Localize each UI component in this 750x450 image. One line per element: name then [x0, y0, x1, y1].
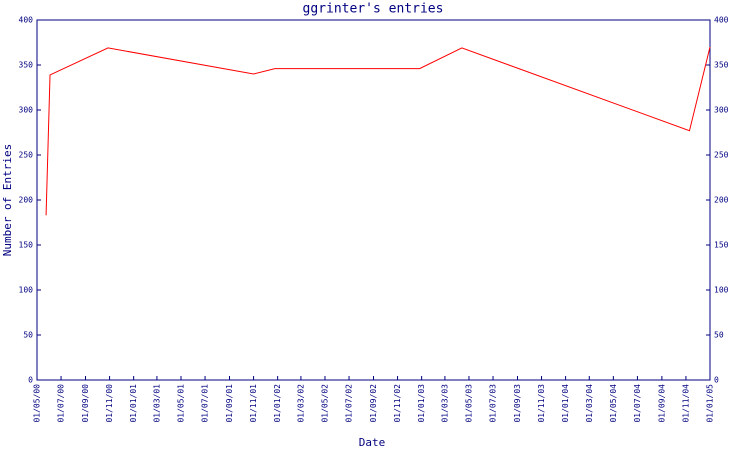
- x-tick-label: 01/05/04: [609, 384, 618, 423]
- y2-tick-label: 400: [714, 16, 729, 25]
- x-tick-label: 01/03/01: [152, 384, 161, 423]
- x-tick-label: 01/05/03: [464, 384, 473, 423]
- x-tick-label: 01/11/00: [105, 384, 114, 423]
- y2-tick-label: 250: [714, 151, 729, 160]
- x-tick-label: 01/03/04: [585, 384, 594, 423]
- y2-tick-label: 0: [714, 376, 719, 385]
- plot-frame: [36, 19, 711, 381]
- x-axis-label: Date: [359, 436, 386, 449]
- y-tick-label: 350: [19, 61, 34, 70]
- x-tick-label: 01/01/01: [129, 384, 138, 423]
- x-tick-label: 01/09/04: [657, 384, 666, 423]
- y-axis-label: Number of Entries: [1, 144, 14, 257]
- x-tick-label: 01/07/00: [57, 384, 66, 423]
- x-tick-label: 01/01/03: [417, 384, 426, 423]
- y-tick-label: 400: [19, 16, 34, 25]
- y2-tick-label: 350: [714, 61, 729, 70]
- x-tick-label: 01/01/05: [706, 384, 715, 423]
- x-tick-label: 01/05/01: [176, 384, 185, 423]
- x-tick-label: 01/11/03: [537, 384, 546, 423]
- x-tick-label: 01/09/02: [369, 384, 378, 423]
- y-tick-label: 250: [19, 151, 34, 160]
- y2-tick-label: 50: [714, 331, 724, 340]
- x-tick-label: 01/05/00: [33, 384, 42, 423]
- y-tick-label: 100: [19, 286, 34, 295]
- x-tick-label: 01/03/02: [296, 384, 305, 423]
- x-tick-label: 01/09/03: [513, 384, 522, 423]
- y2-tick-label: 100: [714, 286, 729, 295]
- y-tick-label: 150: [19, 241, 34, 250]
- x-tick-label: 01/01/02: [273, 384, 282, 423]
- y-tick-label: 0: [28, 376, 33, 385]
- line-series: [45, 46, 711, 216]
- x-tick-label: 01/07/03: [489, 384, 498, 423]
- x-tick-label: 01/07/04: [633, 384, 642, 423]
- x-tick-label: 01/05/02: [320, 384, 329, 423]
- y2-tick-label: 300: [714, 106, 729, 115]
- x-tick-label: 01/01/04: [561, 384, 570, 423]
- y-tick-label: 200: [19, 196, 34, 205]
- x-tick-label: 01/03/03: [440, 384, 449, 423]
- x-tick-label: 01/11/02: [393, 384, 402, 423]
- x-tick-label: 01/07/01: [201, 384, 210, 423]
- y2-tick-label: 150: [714, 241, 729, 250]
- x-tick-label: 01/11/04: [681, 384, 690, 423]
- chart-title: ggrinter's entries: [303, 2, 444, 17]
- x-tick-label: 01/07/02: [345, 384, 354, 423]
- y2-tick-label: 200: [714, 196, 729, 205]
- y-tick-label: 50: [23, 331, 33, 340]
- x-tick-label: 01/09/01: [225, 384, 234, 423]
- y-tick-label: 300: [19, 106, 34, 115]
- x-tick-label: 01/09/00: [81, 384, 90, 423]
- x-tick-label: 01/11/01: [249, 384, 258, 423]
